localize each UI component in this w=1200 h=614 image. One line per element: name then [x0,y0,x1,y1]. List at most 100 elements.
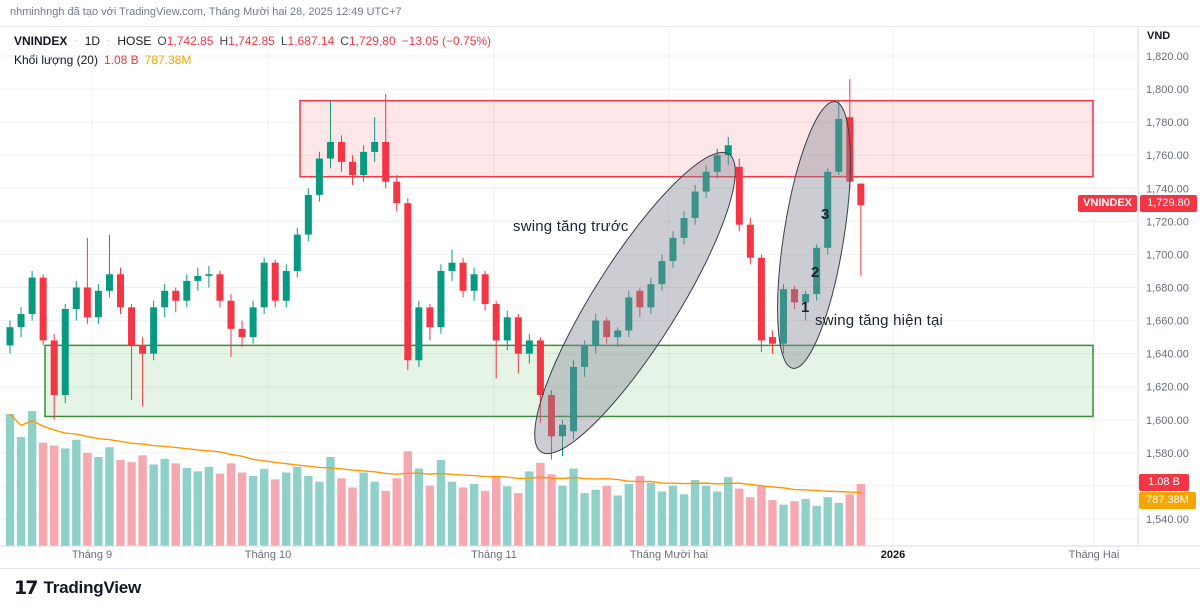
volume-bar [72,439,81,546]
ohlc-close-value: 1,729.80 [348,33,396,48]
volume-bar [27,411,37,546]
volume-bar [193,471,203,546]
candle-body [94,290,102,318]
volume-ma-value: 787.38M [144,52,192,67]
volume-bar [447,481,457,546]
candle-body [680,218,688,238]
volume-bar [580,493,589,546]
volume-bar [668,485,678,546]
price-axis-currency: VND [1147,30,1171,42]
price-tick-label: 1,580.00 [1146,448,1189,460]
candle-body [503,317,511,341]
volume-bar [834,502,843,546]
volume-bar [16,436,26,546]
volume-series[interactable] [5,411,866,546]
candle-body [559,424,566,437]
volume-bar [293,466,302,546]
zone-support[interactable] [44,344,1094,418]
volume-bar [61,448,70,546]
volume-bar [370,481,379,546]
ohlc-low-label: L [280,33,288,48]
volume-bar [237,472,247,546]
candle-body [492,304,500,341]
candle-body [61,308,69,395]
volume-bar [480,490,490,546]
price-tick-label: 1,680.00 [1146,282,1189,294]
ohlc-close-label: C [340,33,349,48]
legend-change: −13.05 (−0.75%) [401,33,492,48]
price-tick-label: 1,640.00 [1146,349,1189,361]
candlestick-series[interactable] [6,79,865,460]
candle-body [746,224,754,258]
candle-body [282,270,290,301]
candle-body [6,327,14,346]
candle-body [525,340,533,354]
ellipse-swing-truoc[interactable] [506,132,765,475]
candle-body [470,274,478,291]
volume-bar [215,473,225,546]
time-tick-label: Tháng 9 [72,549,112,561]
candle-body [338,141,345,162]
candle-body [72,287,80,309]
annotation-swing-current[interactable]: swing tăng hiện tại [815,312,944,329]
volume-bar [757,485,766,546]
price-tick-label: 1,780.00 [1146,117,1189,129]
legend-volume-row[interactable]: Khối lượng (20) 1.08 B 787.38M [14,50,491,69]
annotation-step-1[interactable]: 1 [801,299,810,316]
volume-bar [414,468,424,546]
ellipse-swing-hien-tai[interactable] [763,97,864,373]
candle-body [768,337,776,344]
annotation-step-2[interactable]: 2 [811,264,820,281]
candle-body [39,277,47,341]
candle-body [614,330,622,338]
volume-bar [304,475,313,546]
volume-bar [569,468,578,546]
volume-bar [746,497,755,546]
drawing-ellipses [506,97,864,475]
volume-ma-line [9,413,861,494]
legend-interval: 1D [84,33,101,48]
candle-body [724,145,732,156]
volume-bar [547,474,556,546]
chart-canvas[interactable]: 1,820.00 1,800.00 1,780.00 1,760.00 1,740.00… [0,27,1200,614]
ohlc-open-value: 1,742.85 [166,33,214,48]
legend: VNINDEX · 1D · HOSE O1,742.85 H1,742.85 … [14,31,491,69]
volume-bar [359,472,368,546]
price-tick-label: 1,760.00 [1146,150,1189,162]
candle-body [658,261,666,285]
candle-body [415,307,423,361]
volume-bar [503,486,512,546]
price-tick-label: 1,660.00 [1146,316,1189,328]
volume-bar [38,442,48,546]
price-axis[interactable]: 1,820.00 1,800.00 1,780.00 1,760.00 1,740.00… [1137,27,1200,546]
candle-body [183,280,191,301]
volume-bar [646,482,656,546]
time-tick-label: 2026 [881,549,905,561]
volume-bar [248,475,258,546]
volume-bar [790,501,799,546]
grid-lines [0,29,1138,546]
candle-body [735,166,743,225]
candle-body [691,191,699,219]
volume-bar [657,491,667,546]
tradingview-logo[interactable]: 17 TradingView [14,577,141,599]
volume-indicator-label: Khối lượng (20) [14,52,98,67]
legend-main-row[interactable]: VNINDEX · 1D · HOSE O1,742.85 H1,742.85 … [14,31,491,50]
price-tick-label: 1,540.00 [1146,514,1189,526]
candle-body [260,262,268,308]
annotation-swing-prev[interactable]: swing tăng trước [513,218,629,235]
volume-bar [94,457,103,546]
volume-bar [204,466,214,546]
volume-bar [116,459,125,546]
volume-bar [768,500,777,546]
volume-bar [105,447,114,546]
time-axis[interactable]: Tháng 9 Tháng 10 Tháng 11 Tháng Mười hai 202… [0,545,1200,561]
volume-bar [525,471,534,546]
volume-bar [50,445,59,546]
candle-body [581,345,589,367]
price-axis-bg [1138,27,1200,546]
annotation-step-3[interactable]: 3 [821,206,830,223]
candle-body [117,274,124,308]
volume-bar [735,488,744,546]
candle-body [50,340,58,395]
